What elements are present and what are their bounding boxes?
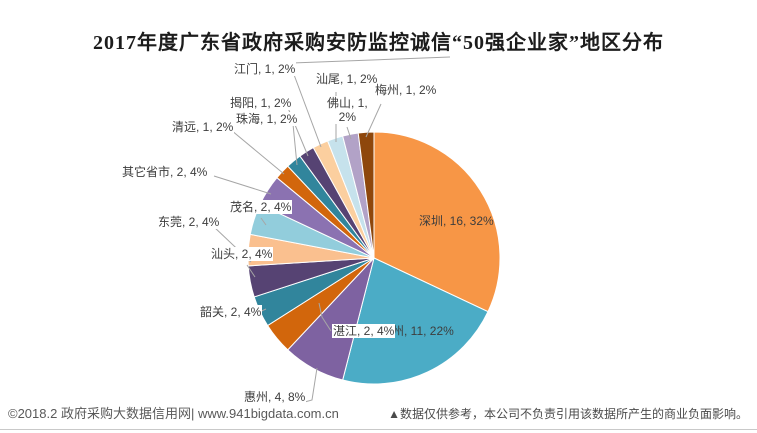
slice-label-0: 深圳, 16, 32% (419, 214, 494, 228)
slice-label-1: 广州, 11, 22% (380, 324, 454, 338)
leader-line-10 (292, 123, 298, 166)
pie-slice-1 (342, 257, 489, 385)
leader-line-3 (318, 302, 332, 332)
slice-label-12: 江门, 1, 2% (233, 62, 297, 76)
slice-label-15: 梅州, 1, 2% (374, 83, 438, 97)
leader-line-5 (246, 264, 256, 278)
leader-line-12 (292, 71, 322, 148)
slice-label-2: 惠州, 4, 8% (243, 390, 307, 404)
slice-label-9: 清远, 1, 2% (171, 120, 235, 134)
pie-slice-0 (373, 131, 501, 313)
leader-line-7 (260, 217, 267, 226)
slice-label-3: 湛江, 2, 4% (332, 324, 396, 338)
slice-label-13: 汕尾, 1, 2% (315, 72, 379, 86)
slice-label-5: 汕头, 2, 4% (210, 247, 274, 261)
leader-line-9 (230, 129, 285, 175)
slice-label-4: 韶关, 2, 4% (199, 305, 263, 319)
bottom-divider (0, 429, 757, 430)
slice-label-10: 珠海, 1, 2% (235, 112, 299, 126)
footer-source-text: ©2018.2 政府采购大数据信用网| www.941bigdata.com.c… (8, 406, 339, 421)
slice-label-8: 其它省市, 2, 4% (121, 165, 209, 179)
pie-slice-15 (357, 131, 375, 259)
leader-line-8 (213, 175, 272, 195)
footer-disclaimer-text: ▲数据仅供参考，本公司不负责引用该数据所产生的商业负面影响。 (388, 407, 748, 421)
slice-label-7: 茂名, 2, 4% (229, 200, 293, 214)
leader-line-14 (346, 126, 352, 140)
slice-label-14: 佛山, 1, 2% (326, 96, 369, 124)
slice-label-11: 揭阳, 1, 2% (229, 96, 293, 110)
chart-title: 2017年度广东省政府采购安防监控诚信“50强企业家”地区分布 (93, 32, 664, 54)
slice-label-6: 东莞, 2, 4% (157, 215, 221, 229)
leader-line-extra (291, 56, 451, 64)
leader-line-15 (365, 103, 382, 138)
